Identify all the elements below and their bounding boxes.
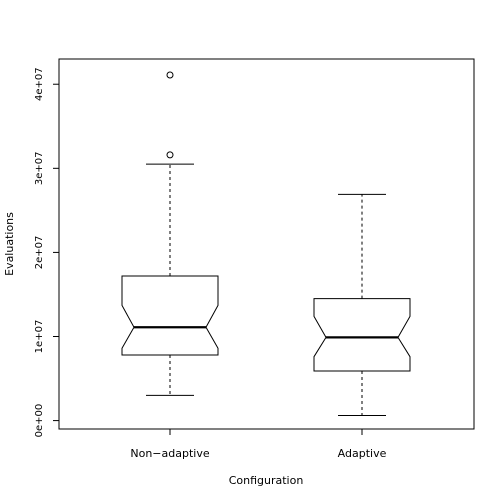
box-body [121, 275, 219, 356]
outlier-point [166, 151, 174, 159]
y-axis: 0e+00 1e+07 2e+07 3e+07 4e+07 [34, 67, 60, 438]
y-tick-label: 4e+07 [34, 67, 45, 101]
box-group [313, 193, 411, 417]
y-tick-label: 3e+07 [34, 152, 45, 186]
x-tick-label: Non−adaptive [130, 447, 209, 460]
y-axis-title: Evaluations [3, 212, 16, 276]
outlier-point [166, 71, 174, 79]
box-body [313, 298, 411, 372]
plot-layer [121, 71, 411, 417]
x-tick-label: Adaptive [338, 447, 387, 460]
x-axis: Non−adaptive Adaptive [130, 428, 387, 460]
plot-frame [58, 58, 475, 430]
y-tick-label: 2e+07 [34, 236, 45, 270]
y-tick-label: 1e+07 [34, 320, 45, 354]
x-axis-title: Configuration [229, 474, 304, 487]
y-tick-label: 0e+00 [34, 404, 45, 438]
box-group [121, 71, 219, 396]
